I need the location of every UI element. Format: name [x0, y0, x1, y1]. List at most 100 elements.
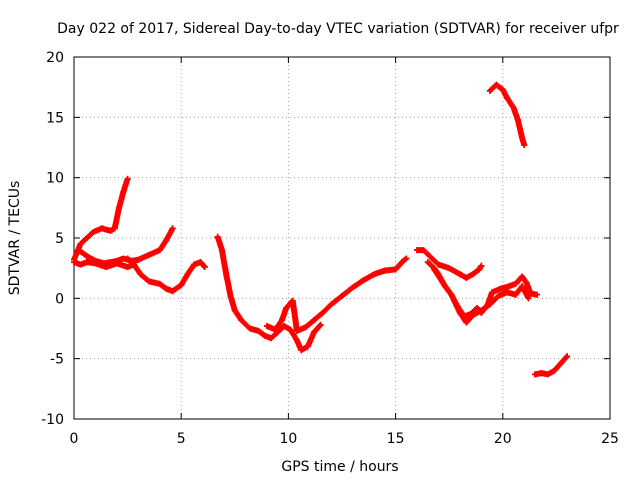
data-point: [113, 257, 120, 264]
y-tick-label: 15: [46, 110, 64, 126]
data-point: [392, 266, 399, 273]
data-point: [163, 285, 170, 292]
data-point: [302, 324, 309, 331]
data-point: [519, 283, 526, 290]
data-series: [71, 81, 571, 378]
data-point: [92, 257, 99, 264]
data-point: [504, 289, 511, 296]
data-point: [83, 235, 90, 241]
data-point: [293, 327, 300, 334]
series-9: [431, 266, 532, 326]
data-point: [116, 204, 123, 211]
data-point: [510, 104, 517, 111]
x-tick-label: 10: [279, 431, 297, 447]
data-point: [283, 304, 290, 311]
data-point: [519, 134, 526, 141]
data-point: [414, 247, 421, 254]
data-point: [371, 271, 378, 278]
data-point: [403, 255, 410, 262]
data-point: [214, 233, 221, 240]
data-point: [124, 263, 131, 270]
data-point: [564, 353, 571, 360]
data-point: [287, 326, 294, 333]
data-point: [268, 335, 275, 342]
data-point: [420, 247, 427, 254]
data-point: [512, 280, 519, 287]
data-point: [289, 297, 296, 304]
data-point: [311, 329, 318, 336]
data-point: [293, 337, 300, 344]
data-point: [77, 248, 84, 255]
data-point: [506, 283, 513, 290]
x-tick-label: 15: [387, 431, 405, 447]
data-point: [514, 116, 521, 123]
data-point: [169, 288, 176, 295]
data-point: [135, 256, 142, 263]
data-point: [495, 292, 502, 299]
data-point: [77, 261, 84, 268]
y-tick-label: -5: [50, 352, 64, 368]
data-point: [83, 259, 90, 266]
data-point: [525, 295, 532, 302]
data-point: [551, 367, 558, 374]
data-point: [278, 317, 285, 324]
data-point: [197, 259, 204, 266]
data-point: [124, 175, 131, 182]
data-point: [478, 262, 485, 269]
y-tick-label: 5: [55, 231, 64, 247]
x-tick-label: 5: [177, 431, 186, 447]
data-point: [101, 260, 108, 267]
data-point: [446, 265, 453, 272]
data-point: [469, 271, 476, 278]
data-point: [476, 266, 483, 273]
data-point: [431, 266, 438, 273]
data-point: [191, 261, 198, 268]
data-point: [429, 255, 436, 262]
axis-ticks: 0 5 10 15 20 25 -10 -5 0 5 10 15 20: [41, 50, 619, 447]
data-point: [255, 327, 262, 334]
data-point: [227, 292, 234, 299]
data-point: [201, 263, 208, 270]
grid: [74, 57, 610, 419]
data-point: [311, 317, 318, 324]
data-point: [435, 261, 442, 268]
data-point: [328, 301, 335, 308]
data-point: [178, 282, 185, 289]
data-point: [504, 95, 511, 102]
series-6: [263, 255, 410, 334]
data-point: [146, 251, 153, 258]
data-point: [544, 371, 551, 378]
data-point: [298, 347, 305, 354]
data-point: [486, 301, 493, 308]
data-point: [131, 261, 138, 268]
y-tick-label: 0: [55, 291, 64, 307]
series-7-markers: [414, 247, 485, 281]
data-point: [469, 312, 476, 319]
chart-title: Day 022 of 2017, Sidereal Day-to-day VTE…: [57, 21, 619, 37]
data-point: [261, 332, 268, 339]
data-point: [339, 292, 345, 299]
data-point: [557, 360, 564, 367]
data-point: [124, 255, 131, 262]
data-point: [456, 271, 463, 278]
data-point: [184, 271, 191, 278]
series-10: [486, 81, 528, 149]
data-point: [499, 86, 506, 93]
data-point: [319, 309, 326, 316]
data-point: [463, 274, 470, 281]
y-axis-label: SDTVAR / TECUs: [7, 181, 23, 296]
series-11: [531, 353, 571, 378]
data-point: [71, 259, 77, 266]
data-point: [146, 278, 153, 285]
series-1: [71, 175, 131, 263]
data-point: [439, 279, 446, 286]
series-7: [414, 247, 485, 281]
x-tick-label: 0: [70, 431, 79, 447]
data-point: [156, 247, 163, 254]
x-tick-label: 25: [601, 431, 619, 447]
data-point: [424, 259, 431, 266]
data-point: [107, 227, 114, 234]
data-point: [534, 291, 541, 298]
x-axis-label: GPS time / hours: [281, 459, 398, 475]
